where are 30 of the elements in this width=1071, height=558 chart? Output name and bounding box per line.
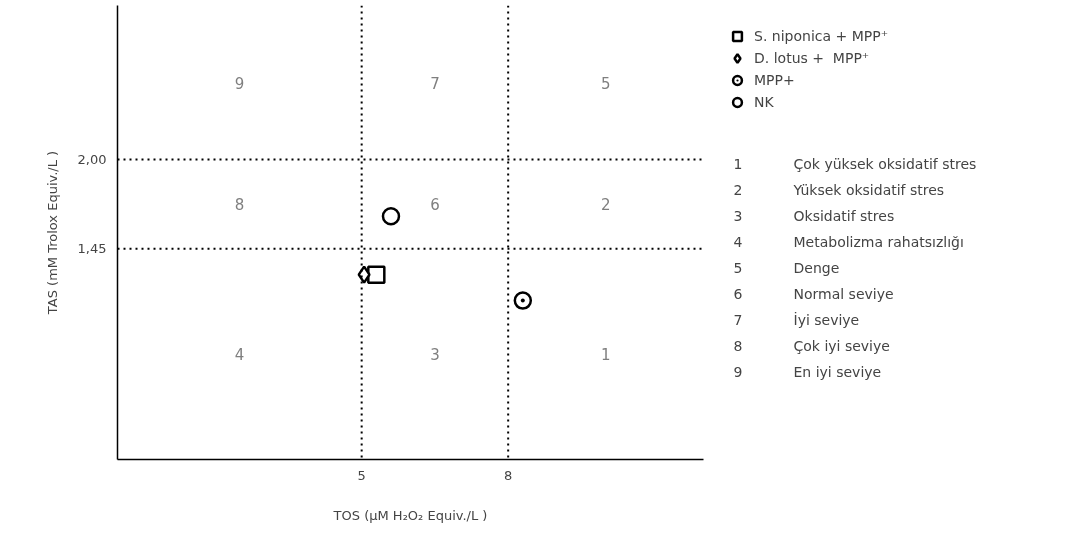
annotation: 8 (234, 196, 245, 215)
text: 2 Yüksek oksidatif stres (733, 182, 945, 199)
annotation: 9 (234, 74, 245, 93)
annotation: 6 (430, 196, 440, 215)
x-axis-title: TOS (μM H₂O₂ Equiv./L ) (332, 507, 488, 523)
point (381, 207, 401, 226)
point (513, 291, 533, 310)
text: 7 İyi seviye (733, 312, 860, 329)
legend-label: MPP+ (754, 71, 795, 90)
annotation: 4 (234, 346, 245, 365)
y-tick-label: 2,00 (77, 152, 107, 168)
legend-label: D. lotus + MPP⁺ (754, 49, 870, 68)
text: 6 Normal seviye (733, 286, 894, 303)
legend-label: NK (754, 93, 774, 112)
text: 8 Çok iyi seviye (733, 338, 890, 355)
annotation: 1 (601, 346, 611, 365)
text: 1 Çok yüksek oksidatif stres (733, 156, 977, 173)
text: 9 En iyi seviye (733, 364, 882, 381)
text: 5 Denge (733, 260, 840, 277)
text: 4 Metabolizma rahatsızlığı (733, 234, 964, 251)
text: 3 Oksidatif stres (733, 208, 895, 225)
y-axis-title: TAS (mM Trolox Equiv./L ) (44, 150, 60, 316)
annotation: 5 (601, 74, 611, 93)
annotation: 2 (601, 196, 611, 215)
annotation: 3 (430, 346, 440, 365)
point (357, 265, 371, 284)
point (367, 265, 386, 284)
legend-label: S. niponica + MPP⁺ (754, 27, 889, 46)
annotation: 7 (430, 74, 440, 93)
y-tick-label: 1,45 (77, 241, 107, 257)
